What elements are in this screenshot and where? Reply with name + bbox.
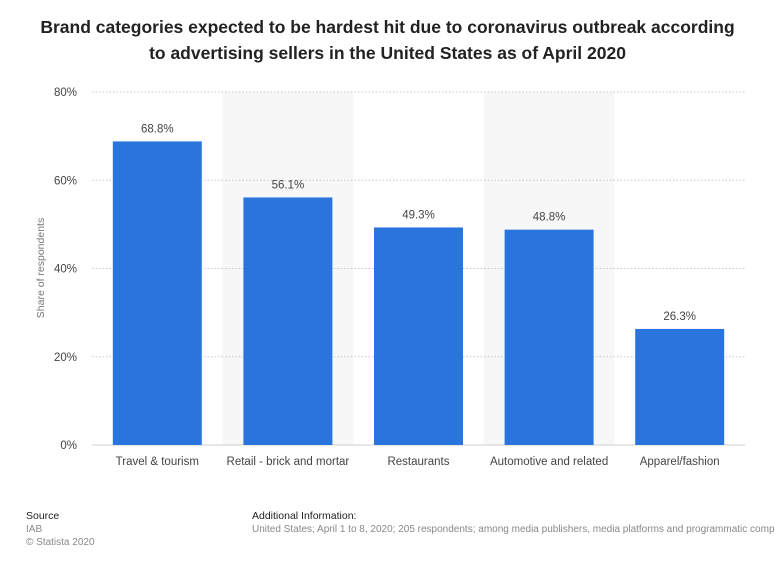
x-tick-label: Automotive and related bbox=[490, 456, 608, 468]
info-heading: Additional Information: bbox=[252, 510, 357, 522]
y-tick-label: 80% bbox=[54, 87, 77, 99]
bar[interactable] bbox=[374, 227, 463, 445]
data-label: 68.8% bbox=[141, 123, 174, 135]
y-tick-label: 20% bbox=[54, 352, 77, 364]
bar[interactable] bbox=[504, 229, 594, 445]
data-label: 49.3% bbox=[402, 209, 435, 221]
x-tick-label: Restaurants bbox=[387, 456, 449, 468]
bar[interactable] bbox=[112, 141, 202, 446]
x-tick-label: Apparel/fashion bbox=[640, 456, 720, 468]
y-axis-ticks: 0% 20% 40% 60% 80% bbox=[54, 87, 77, 452]
bars bbox=[112, 141, 725, 446]
y-tick-label: 0% bbox=[60, 440, 77, 452]
data-label: 56.1% bbox=[272, 179, 305, 191]
bar-chart: 0% 20% 40% 60% 80% 68.8% 56.1% 49.3% 48.8% 26.3%… bbox=[35, 87, 745, 468]
x-tick-label: Travel & tourism bbox=[116, 456, 199, 468]
chart-title: Brand categories expected to be hardest … bbox=[40, 17, 735, 63]
x-tick-label: Retail - brick and mortar bbox=[227, 456, 350, 468]
copyright: © Statista 2020 bbox=[26, 537, 95, 548]
info-text: United States; April 1 to 8, 2020; 205 r… bbox=[252, 524, 775, 535]
y-tick-label: 40% bbox=[54, 264, 77, 276]
source-block: Source IAB © Statista 2020 bbox=[26, 510, 95, 549]
source-name[interactable]: IAB bbox=[26, 524, 43, 535]
y-tick-label: 60% bbox=[54, 175, 77, 187]
value-labels: 68.8% 56.1% 49.3% 48.8% 26.3% bbox=[141, 123, 696, 323]
additional-info-block: Additional Information: United States; A… bbox=[252, 510, 775, 536]
bar[interactable] bbox=[635, 328, 725, 445]
bar[interactable] bbox=[243, 197, 333, 445]
data-label: 26.3% bbox=[663, 311, 696, 323]
x-axis-ticks: Travel & tourism Retail - brick and morta… bbox=[116, 456, 720, 468]
source-heading: Source bbox=[26, 510, 60, 522]
data-label: 48.8% bbox=[533, 212, 566, 224]
y-axis-label: Share of respondents bbox=[35, 218, 47, 318]
